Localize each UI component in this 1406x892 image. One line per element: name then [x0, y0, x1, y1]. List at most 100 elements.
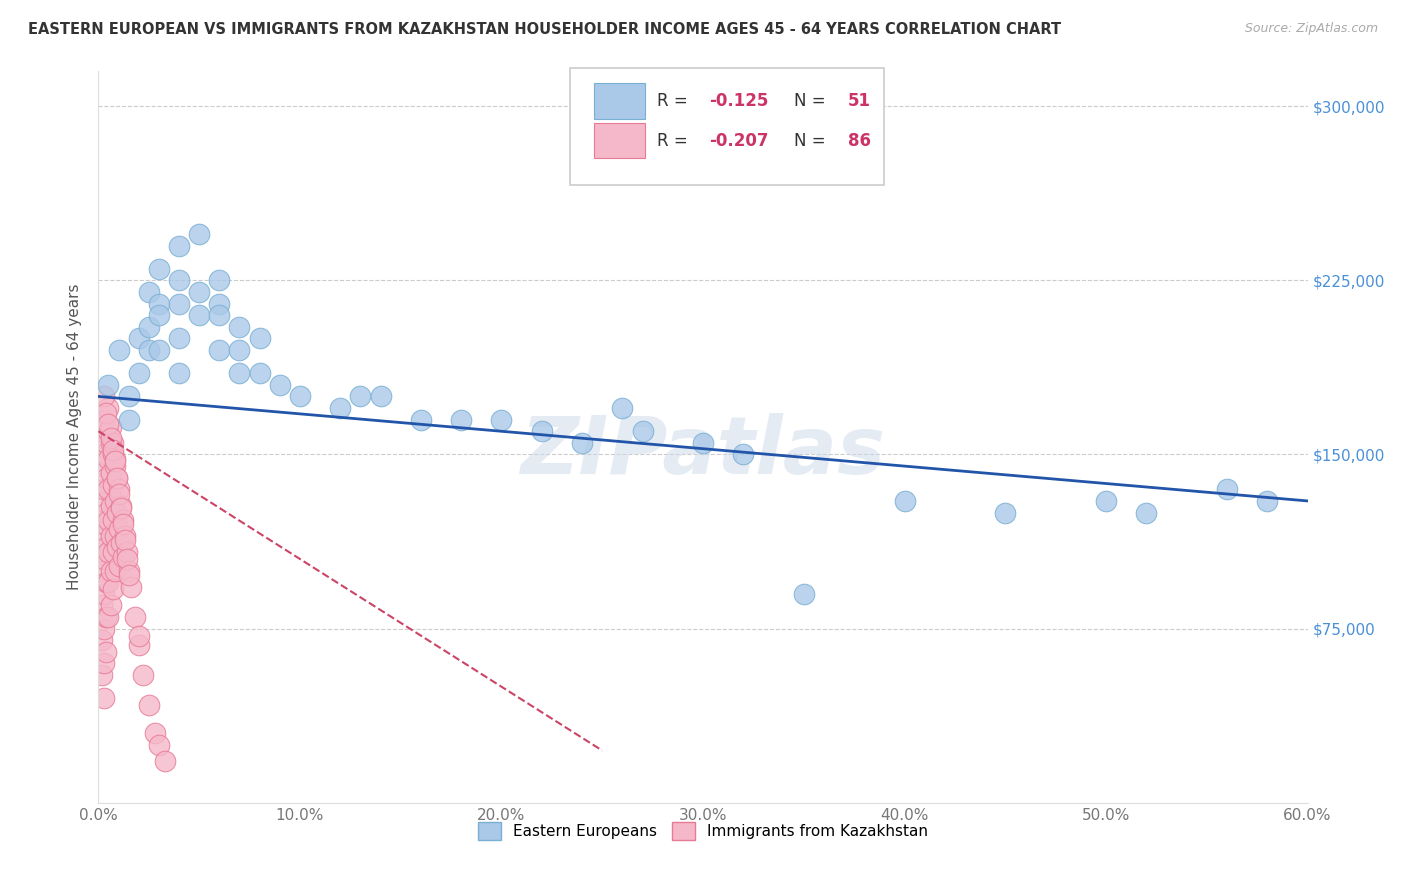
Text: N =: N = — [793, 132, 831, 150]
Point — [1216, 483, 1239, 497]
Point — [93, 657, 115, 671]
Point — [148, 296, 170, 310]
Point — [249, 331, 271, 345]
Point — [107, 487, 129, 501]
Point — [148, 261, 170, 276]
Text: -0.207: -0.207 — [709, 132, 769, 150]
Point — [143, 726, 166, 740]
Point — [115, 552, 138, 566]
Point — [132, 668, 155, 682]
Point — [103, 454, 125, 468]
Point — [107, 343, 129, 357]
Text: Source: ZipAtlas.com: Source: ZipAtlas.com — [1244, 22, 1378, 36]
Point — [124, 610, 146, 624]
Point — [208, 273, 231, 287]
Point — [97, 483, 120, 497]
Point — [148, 308, 170, 322]
Legend: Eastern Europeans, Immigrants from Kazakhstan: Eastern Europeans, Immigrants from Kazak… — [471, 815, 935, 847]
Point — [114, 533, 136, 548]
Point — [103, 564, 125, 578]
Point — [101, 442, 124, 457]
Point — [188, 227, 211, 241]
Point — [118, 564, 141, 578]
Point — [114, 529, 136, 543]
Point — [370, 389, 392, 403]
Point — [128, 638, 150, 652]
Point — [100, 466, 122, 480]
Point — [167, 238, 190, 252]
Point — [491, 412, 513, 426]
Point — [530, 424, 553, 438]
Text: EASTERN EUROPEAN VS IMMIGRANTS FROM KAZAKHSTAN HOUSEHOLDER INCOME AGES 45 - 64 Y: EASTERN EUROPEAN VS IMMIGRANTS FROM KAZA… — [28, 22, 1062, 37]
Point — [138, 285, 160, 299]
Point — [128, 629, 150, 643]
Point — [100, 419, 122, 434]
Point — [612, 401, 634, 415]
Point — [105, 506, 128, 520]
Point — [118, 412, 141, 426]
Point — [148, 343, 170, 357]
Point — [91, 424, 114, 438]
Point — [101, 545, 124, 559]
Point — [107, 483, 129, 497]
Text: R =: R = — [657, 132, 693, 150]
Point — [571, 436, 593, 450]
Point — [631, 424, 654, 438]
Point — [110, 500, 132, 515]
Point — [167, 366, 190, 380]
Point — [249, 366, 271, 380]
Point — [101, 477, 124, 491]
Point — [118, 389, 141, 403]
Point — [893, 494, 915, 508]
Point — [110, 499, 132, 513]
Point — [107, 558, 129, 573]
Point — [93, 389, 115, 403]
Point — [1135, 506, 1157, 520]
Point — [228, 319, 250, 334]
Point — [188, 285, 211, 299]
Point — [733, 448, 755, 462]
Y-axis label: Householder Income Ages 45 - 64 years: Householder Income Ages 45 - 64 years — [67, 284, 83, 591]
Point — [1256, 494, 1278, 508]
Point — [128, 331, 150, 345]
Point — [167, 296, 190, 310]
Point — [793, 587, 815, 601]
Point — [101, 448, 124, 462]
Point — [228, 343, 250, 357]
Point — [994, 506, 1017, 520]
Point — [91, 633, 114, 648]
Point — [101, 582, 124, 597]
Point — [110, 535, 132, 549]
Point — [97, 452, 120, 467]
Point — [111, 512, 134, 526]
Point — [692, 436, 714, 450]
Text: R =: R = — [657, 93, 693, 111]
Point — [208, 343, 231, 357]
FancyBboxPatch shape — [595, 83, 645, 119]
Point — [105, 471, 128, 485]
Point — [91, 459, 114, 474]
Point — [103, 494, 125, 508]
Point — [91, 494, 114, 508]
Text: ZIPatlas: ZIPatlas — [520, 413, 886, 491]
Point — [100, 599, 122, 613]
Point — [103, 459, 125, 474]
Point — [409, 412, 432, 426]
Point — [97, 545, 120, 559]
Point — [208, 308, 231, 322]
Point — [128, 366, 150, 380]
Point — [97, 575, 120, 590]
Point — [103, 452, 125, 467]
Point — [93, 448, 115, 462]
Text: 51: 51 — [848, 93, 872, 111]
Point — [93, 691, 115, 706]
Point — [100, 529, 122, 543]
Point — [97, 424, 120, 438]
Point — [96, 471, 118, 485]
Point — [120, 580, 142, 594]
Text: -0.125: -0.125 — [709, 93, 769, 111]
Point — [96, 610, 118, 624]
Point — [91, 564, 114, 578]
Point — [111, 517, 134, 532]
Point — [96, 575, 118, 590]
